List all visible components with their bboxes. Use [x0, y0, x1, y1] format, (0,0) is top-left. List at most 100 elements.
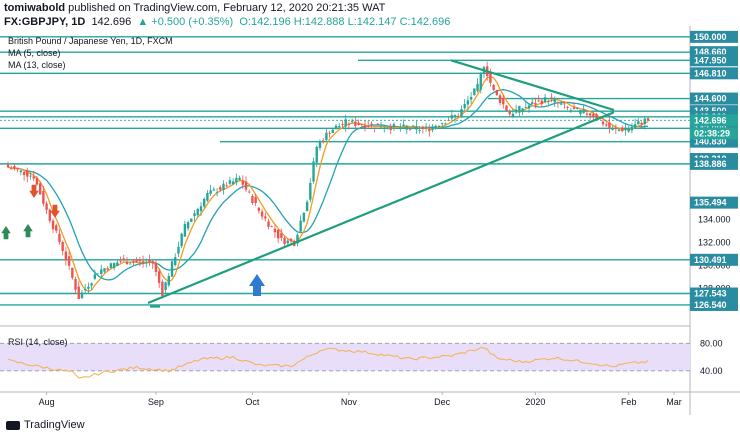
candle-body: [563, 103, 566, 105]
candle-body: [196, 208, 199, 216]
candle-body: [164, 282, 167, 291]
candle-body: [58, 233, 61, 243]
candle-body: [141, 261, 145, 263]
time-tick-label: Dec: [434, 397, 451, 407]
candle-body: [633, 124, 637, 129]
rsi-tick-label: 40.00: [700, 366, 723, 376]
chart-title: British Pound / Japanese Yen, 1D, FXCM: [8, 36, 173, 46]
candle-body: [26, 170, 29, 177]
candle-body: [225, 185, 228, 187]
candle-body: [215, 192, 219, 194]
candle-body: [415, 126, 418, 130]
price-axis: 134.000132.000130.000128.000150.000148.6…: [690, 30, 738, 311]
time-tick-label: Feb: [621, 397, 637, 407]
candle-body: [405, 126, 408, 130]
candle-body: [100, 269, 103, 274]
down-arrow-icon: [50, 204, 60, 218]
candle-body: [428, 128, 431, 132]
ma13-legend: MA (13, close): [8, 60, 66, 70]
tradingview-logo[interactable]: TradingView: [6, 419, 85, 431]
candle-body: [502, 98, 505, 105]
candle-body: [386, 128, 389, 130]
price-tick-label: 132.000: [698, 238, 731, 248]
candle-body: [559, 103, 563, 105]
time-axis: Aug Sep Oct Nov Dec 2020 Feb Mar: [39, 392, 682, 407]
countdown-bg: [690, 127, 738, 140]
candle-body: [251, 196, 254, 203]
candle-body: [534, 102, 537, 105]
price-level-badge-bg: [690, 196, 738, 209]
candle-body: [508, 110, 511, 115]
candle-body: [180, 233, 183, 247]
candle-body: [450, 115, 454, 119]
candle-body: [209, 190, 212, 194]
price-level-badge-bg: [690, 92, 738, 105]
candle-body: [421, 127, 425, 129]
rsi-line: [7, 346, 649, 379]
price-level-badge-label: 126.540: [694, 300, 727, 310]
candle-body: [238, 177, 241, 181]
price-level-badge-bg: [690, 298, 738, 311]
price-level-badge-bg: [690, 67, 738, 80]
candle-body: [392, 124, 396, 126]
symbol-header: FX:GBPJPY, 1D 142.696 ▲ +0.500 (+0.35%) …: [4, 16, 450, 28]
change-value: ▲ +0.500 (+0.35%): [137, 16, 234, 28]
candle-body: [145, 262, 148, 264]
price-level-badge-label: 148.660: [694, 47, 727, 57]
candle-body: [109, 263, 113, 268]
candle-body: [424, 127, 428, 128]
annotation-arrows: [1, 184, 265, 296]
candle-body: [608, 122, 611, 129]
candle-body: [87, 286, 90, 289]
candle-body: [550, 97, 553, 99]
candle-body: [270, 226, 273, 227]
candle-body: [498, 95, 502, 104]
candle-body: [228, 180, 232, 184]
candle-body: [318, 141, 322, 148]
time-tick-label: Aug: [39, 397, 55, 407]
candle-body: [48, 209, 52, 221]
ma5-legend: MA (5, close): [8, 48, 61, 58]
time-tick-label: Sep: [148, 397, 164, 407]
candle-body: [80, 292, 84, 299]
candle-body: [309, 182, 312, 200]
candle-body: [395, 125, 399, 127]
current-price-bg: [690, 114, 738, 127]
last-price: 142.696: [91, 16, 132, 28]
candle-body: [32, 176, 35, 179]
candle-body: [383, 128, 386, 130]
author-name[interactable]: tomiwabold: [4, 2, 66, 14]
candle-body: [325, 132, 328, 141]
candle-body: [389, 126, 392, 131]
candle-body: [67, 256, 71, 266]
candle-body: [305, 201, 309, 211]
rsi-band: [0, 343, 690, 371]
price-level-badge-label: 140.830: [694, 137, 727, 147]
price-level-badge-label: 127.543: [694, 289, 727, 299]
candle-body: [344, 119, 347, 127]
descending-trendline: [450, 59, 615, 112]
price-level-badge-bg: [690, 287, 738, 300]
candle-body: [264, 216, 267, 219]
candle-body: [167, 275, 171, 286]
candle-body: [338, 126, 341, 128]
candle-body: [35, 177, 39, 185]
candle-body: [379, 127, 383, 129]
candle-body: [151, 261, 154, 264]
candle-body: [122, 258, 125, 260]
candle-body: [177, 246, 180, 254]
candle-body: [132, 260, 135, 263]
candle-body: [280, 233, 283, 238]
time-tick-label: Mar: [666, 397, 682, 407]
rsi-legend: RSI (14, close): [8, 337, 68, 347]
price-level-badge: 146.810: [690, 67, 738, 80]
candle-body: [521, 108, 524, 112]
price-level-badge-label: 130.491: [694, 255, 727, 265]
up-arrow-icon: [23, 224, 33, 238]
candle-body: [408, 128, 412, 130]
ohlc-values: O:142.196 H:142.888 L:142.147 C:142.696: [239, 16, 451, 28]
trendlines: [147, 59, 615, 308]
candle-body: [103, 268, 106, 272]
candle-body: [38, 183, 42, 195]
